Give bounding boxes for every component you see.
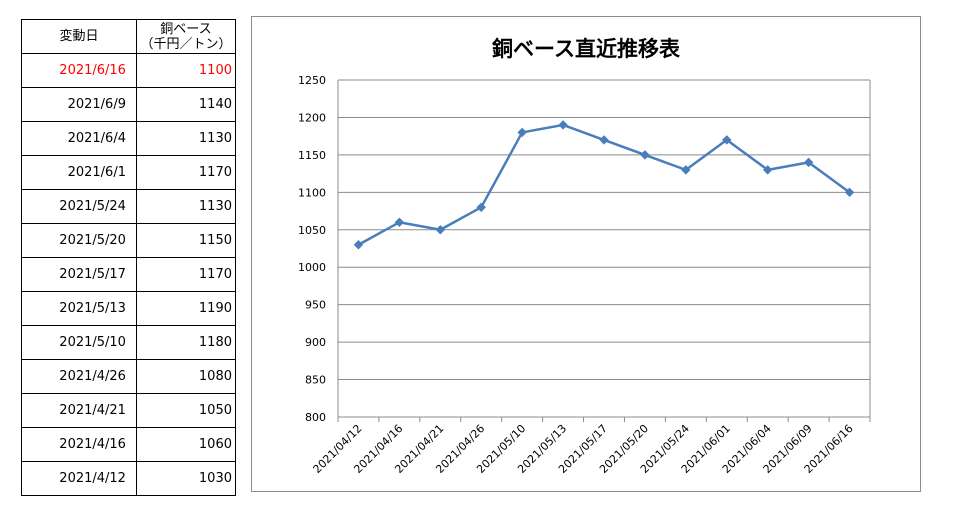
row-value: 1050 — [135, 393, 237, 428]
table-header: 変動日 銅ベース （千円／トン） — [21, 19, 237, 54]
row-date: 2021/6/1 — [21, 155, 137, 190]
data-point — [517, 127, 527, 138]
data-point — [394, 217, 405, 227]
data-point — [681, 165, 691, 175]
data-point — [640, 150, 650, 160]
row-value: 1100 — [135, 53, 237, 88]
y-tick-label: 950 — [305, 299, 326, 312]
table-row: 2021/5/17 1170 — [21, 257, 237, 292]
row-value: 1170 — [135, 257, 237, 292]
row-value: 1130 — [135, 189, 237, 224]
table-row: 2021/5/24 1130 — [21, 189, 237, 224]
y-tick-label: 1150 — [298, 149, 326, 162]
line-chart: 8008509009501000105011001150120012502021… — [298, 74, 871, 476]
y-tick-label: 850 — [305, 374, 326, 387]
table-row: 2021/5/13 1190 — [21, 291, 237, 326]
table-row: 2021/6/9 1140 — [21, 87, 237, 122]
table-row: 2021/4/16 1060 — [21, 427, 237, 462]
row-date: 2021/4/26 — [21, 359, 137, 394]
data-point — [722, 135, 732, 145]
table-row: 2021/4/26 1080 — [21, 359, 237, 394]
y-tick-label: 1050 — [298, 224, 326, 237]
data-point — [476, 202, 486, 213]
row-date: 2021/4/16 — [21, 427, 137, 462]
row-value: 1030 — [135, 461, 237, 496]
chart-title: 銅ベース直近推移表 — [492, 37, 680, 61]
row-date: 2021/5/13 — [21, 291, 137, 326]
data-point — [435, 225, 446, 235]
row-value: 1140 — [135, 87, 237, 122]
header-value-line1: 銅ベース — [160, 21, 212, 37]
table-row: 2021/4/21 1050 — [21, 393, 237, 428]
row-value: 1150 — [135, 223, 237, 258]
y-tick-label: 1100 — [298, 186, 326, 199]
row-value: 1060 — [135, 427, 237, 462]
price-table: 変動日 銅ベース （千円／トン） 2021/6/16 1100 2021/6/9 11… — [21, 19, 237, 496]
row-date: 2021/6/4 — [21, 121, 137, 156]
row-date: 2021/4/21 — [21, 393, 137, 428]
y-tick-label: 1000 — [298, 261, 326, 274]
row-date: 2021/5/17 — [21, 257, 137, 292]
row-value: 1180 — [135, 325, 237, 360]
table-row: 2021/6/4 1130 — [21, 121, 237, 156]
row-value: 1130 — [135, 121, 237, 156]
table-row: 2021/5/20 1150 — [21, 223, 237, 258]
data-point — [762, 165, 773, 175]
table-row: 2021/6/16 1100 — [21, 53, 237, 88]
header-value-line2: （千円／トン） — [140, 36, 232, 52]
row-value: 1170 — [135, 155, 237, 190]
row-value: 1080 — [135, 359, 237, 394]
y-tick-label: 800 — [305, 411, 326, 424]
data-point — [558, 120, 568, 130]
row-date: 2021/4/12 — [21, 461, 137, 496]
data-point — [803, 157, 814, 168]
data-point — [599, 135, 609, 145]
row-date: 2021/6/16 — [21, 53, 137, 88]
data-point — [353, 240, 364, 250]
chart-area: 銅ベース直近推移表 800 850 900 950 1000 1050 1100 1150 12… — [251, 16, 921, 492]
row-date: 2021/5/20 — [21, 223, 137, 258]
header-value: 銅ベース （千円／トン） — [135, 19, 237, 54]
table-row: 2021/4/12 1030 — [21, 461, 237, 496]
row-value: 1190 — [135, 291, 237, 326]
y-tick-label: 1250 — [298, 74, 326, 87]
row-date: 2021/6/9 — [21, 87, 137, 122]
y-tick-label: 1200 — [298, 111, 326, 124]
data-point — [844, 187, 855, 198]
row-date: 2021/5/24 — [21, 189, 137, 224]
header-date: 変動日 — [21, 19, 137, 54]
row-date: 2021/5/10 — [21, 325, 137, 360]
y-tick-label: 900 — [305, 336, 326, 349]
table-row: 2021/5/10 1180 — [21, 325, 237, 360]
table-row: 2021/6/1 1170 — [21, 155, 237, 190]
